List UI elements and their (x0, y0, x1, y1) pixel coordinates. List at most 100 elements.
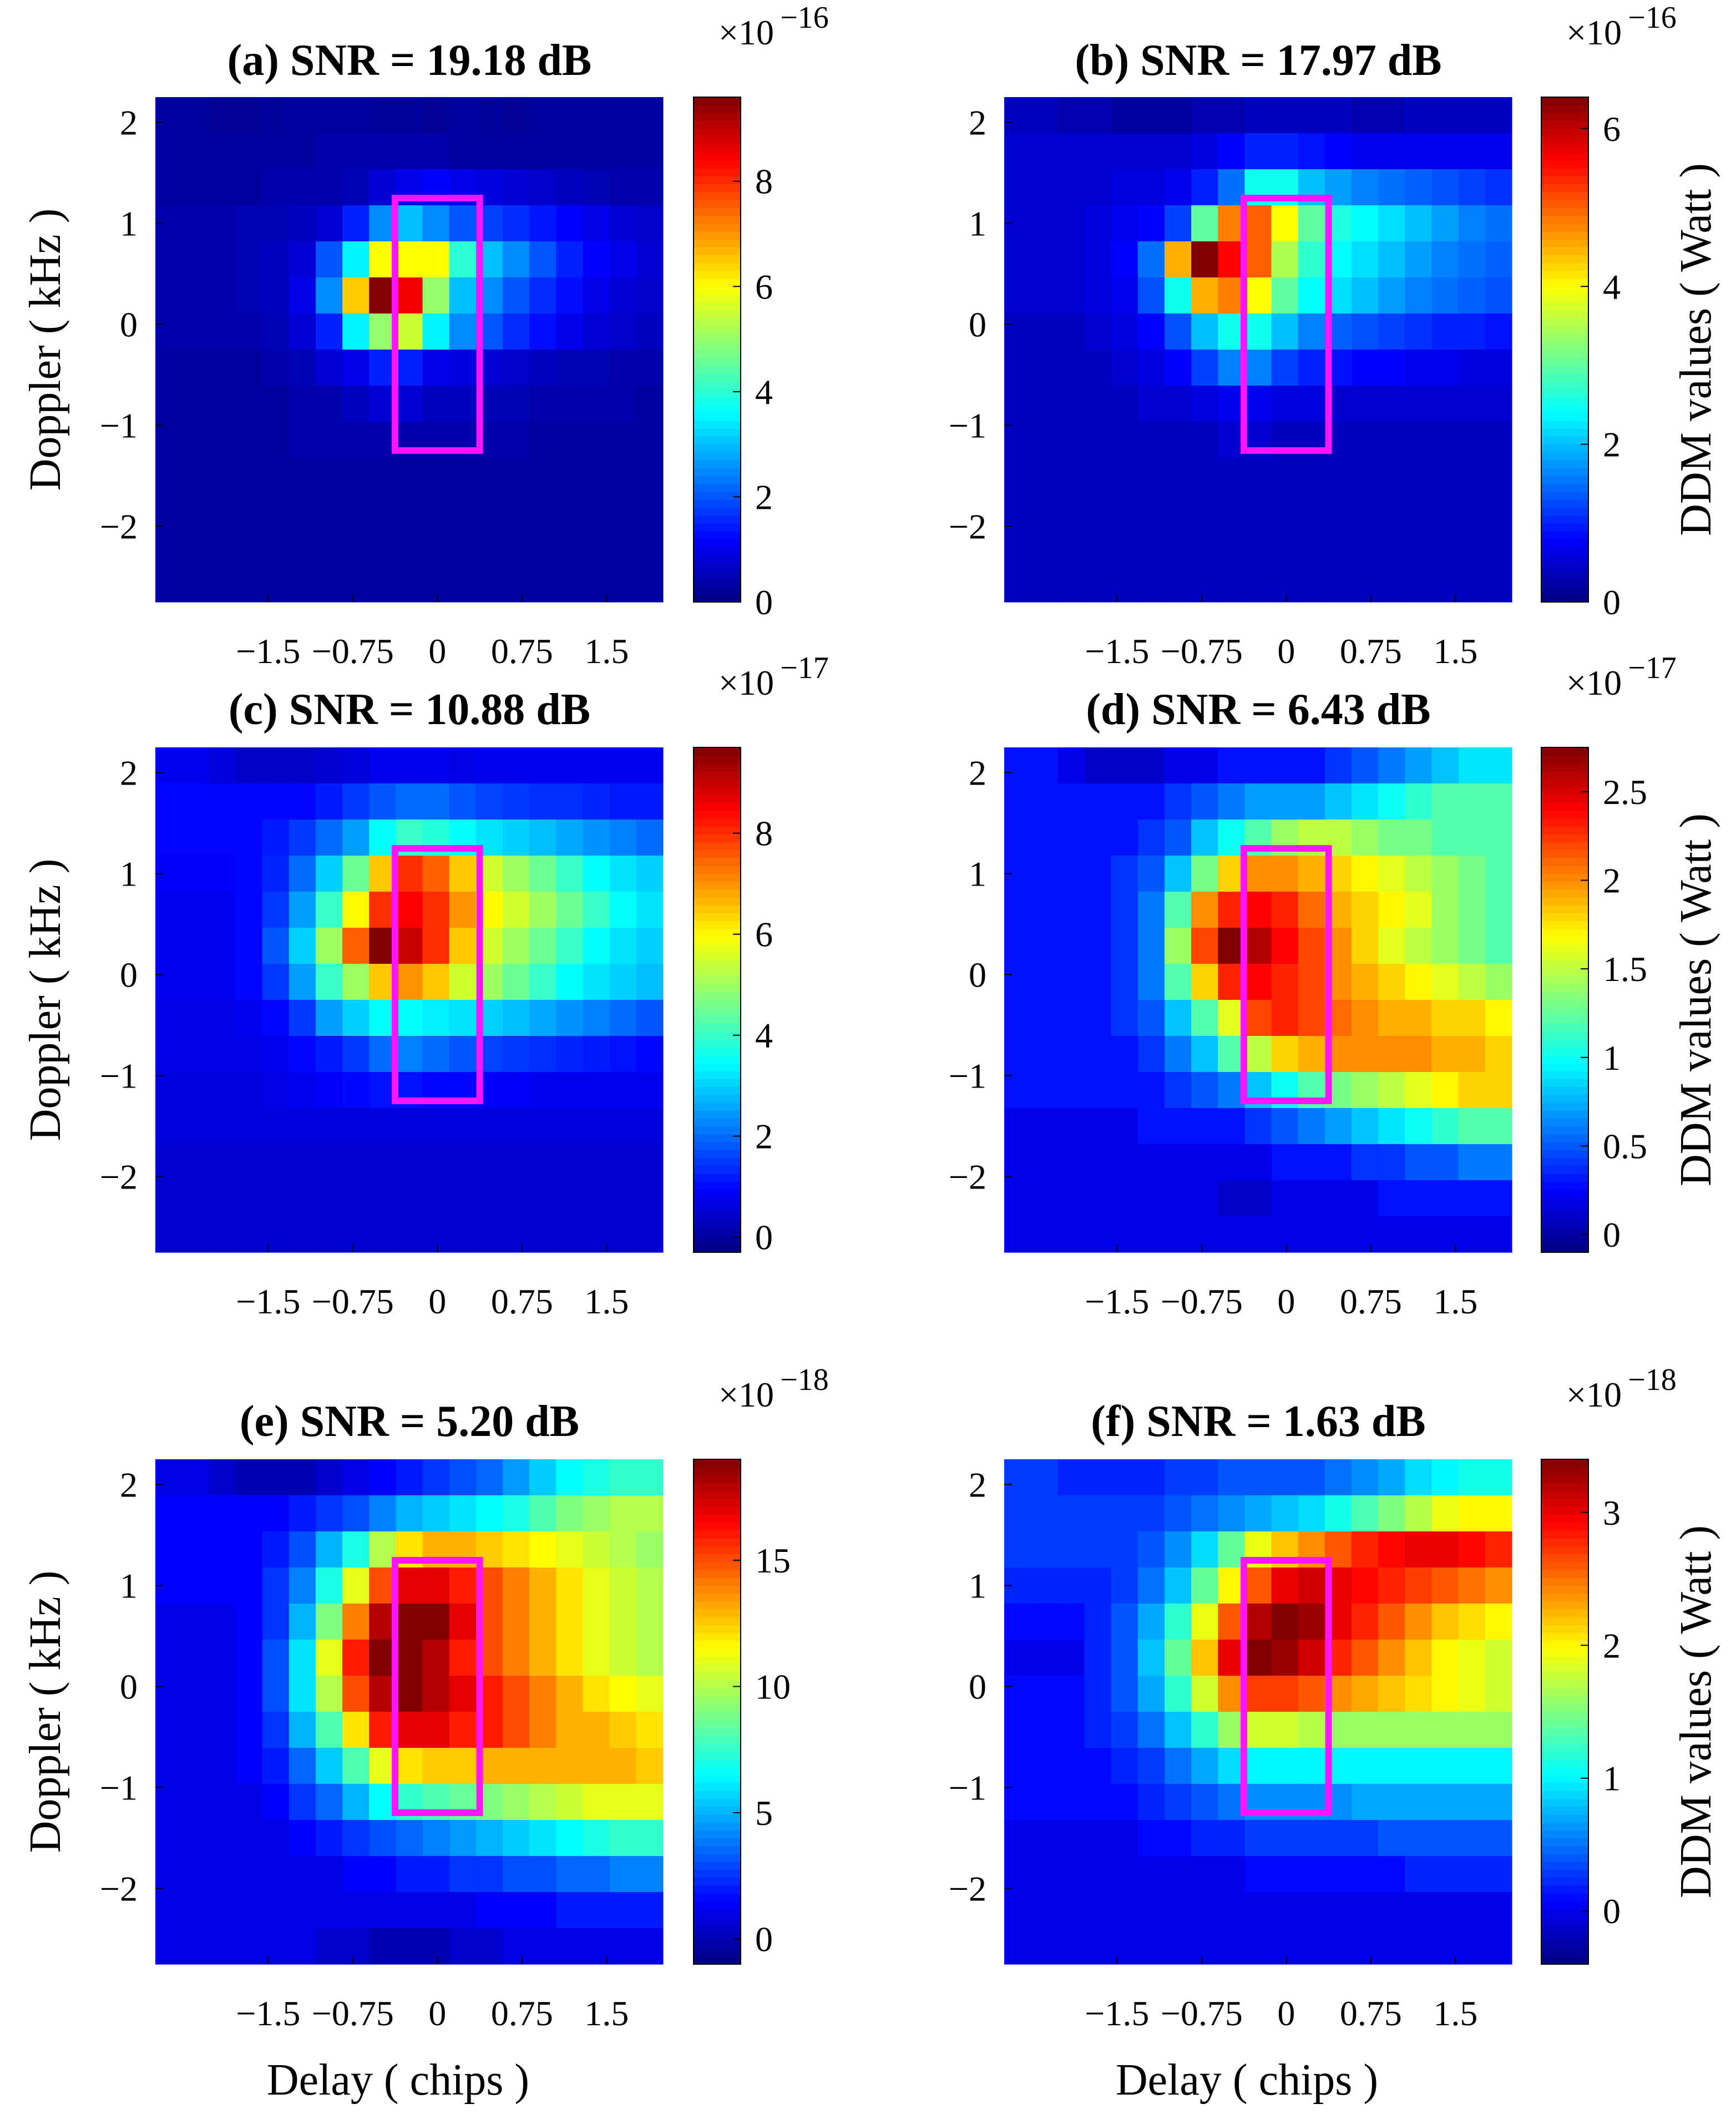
heatmap-cell (1405, 1928, 1433, 1965)
heatmap-cell (503, 1712, 530, 1748)
heatmap-cell (422, 856, 450, 892)
heatmap-cell (1458, 1748, 1486, 1784)
colorbar-segment (694, 929, 741, 937)
heatmap-cell (1057, 1567, 1085, 1604)
heatmap-cell (556, 1676, 584, 1712)
colorbar-segment (694, 286, 741, 295)
heatmap-cell (1218, 205, 1246, 242)
heatmap-cell (1458, 892, 1486, 928)
heatmap-cell (1218, 1928, 1246, 1965)
heatmap-cell (155, 97, 183, 134)
heatmap-cell (1298, 856, 1325, 892)
heatmap-cell (1458, 783, 1486, 820)
heatmap-cell (1137, 277, 1165, 314)
heatmap-cell (1352, 928, 1379, 964)
y-tick-label: 2 (120, 103, 138, 143)
heatmap-cell (1298, 892, 1325, 928)
heatmap-cell (449, 1820, 477, 1857)
heatmap-cell (583, 494, 610, 530)
heatmap-cell (1004, 1144, 1031, 1181)
heatmap-cell (503, 1640, 530, 1676)
colorbar-segment (694, 1173, 741, 1182)
colorbar-segment (694, 873, 741, 882)
heatmap-cell (1298, 1108, 1325, 1145)
colorbar-segment (694, 239, 741, 247)
heatmap-cell (209, 1459, 236, 1496)
colorbar-segment (694, 1490, 741, 1499)
heatmap-cell (289, 1856, 316, 1893)
heatmap-cell (396, 783, 423, 820)
colorbar-segment (694, 144, 741, 153)
colorbar-segment (694, 795, 741, 803)
heatmap-cell (369, 1928, 397, 1965)
heatmap-cell (529, 1856, 556, 1893)
heatmap-cell (636, 1072, 664, 1109)
heatmap-cell (315, 277, 343, 314)
heatmap-cell (1191, 169, 1218, 206)
heatmap-cell (1031, 1640, 1058, 1676)
heatmap-cell (1004, 1892, 1031, 1929)
heatmap-cell (1352, 1820, 1379, 1857)
heatmap-cell (262, 241, 290, 278)
heatmap-cell (1218, 313, 1246, 350)
colorbar-segment (1541, 176, 1588, 185)
heatmap-cell (1111, 1856, 1138, 1893)
heatmap-cell (1378, 422, 1405, 458)
heatmap-cell (1244, 97, 1272, 134)
heatmap-cell (342, 494, 370, 530)
heatmap-cell (1324, 1892, 1352, 1929)
colorbar-segment (694, 968, 741, 977)
heatmap-cell (1324, 1108, 1352, 1145)
heatmap-cell (1004, 1180, 1031, 1217)
colorbar-segment (1541, 215, 1588, 224)
heatmap-cell (422, 97, 450, 134)
heatmap-cell (1084, 1036, 1112, 1073)
colorbar-segment (694, 1625, 741, 1633)
heatmap-cell (1111, 205, 1138, 242)
colorbar-segment (694, 326, 741, 335)
heatmap-cell (1298, 747, 1325, 784)
heatmap-cell (1218, 892, 1246, 928)
heatmap-cell (182, 458, 209, 494)
heatmap-cell (1271, 747, 1299, 784)
heatmap-cell (1298, 1748, 1325, 1784)
heatmap-cell (1191, 1676, 1218, 1712)
heatmap-cell (1031, 1495, 1058, 1532)
colorbar-segment (1541, 1141, 1588, 1150)
heatmap-cell (583, 205, 610, 242)
heatmap-cell (1164, 1640, 1192, 1676)
heatmap-cell (396, 494, 423, 530)
colorbar-segment (1541, 1221, 1588, 1229)
heatmap-cell (503, 1676, 530, 1712)
colorbar-segment (1541, 554, 1588, 563)
heatmap-cell (1084, 747, 1112, 784)
heatmap-cell (1004, 783, 1031, 820)
heatmap-cell (369, 1820, 397, 1857)
heatmap-cell (556, 1640, 584, 1676)
heatmap-cell (1084, 1820, 1112, 1857)
heatmap-cell (1244, 277, 1272, 314)
heatmap-cell (155, 747, 183, 784)
colorbar-segment (1541, 1814, 1588, 1823)
heatmap-cell (262, 783, 290, 820)
heatmap-cell (609, 1856, 637, 1893)
heatmap-cell (235, 1072, 263, 1109)
heatmap-cell (396, 313, 423, 350)
heatmap-cell (1485, 422, 1512, 458)
heatmap-cell (315, 1604, 343, 1640)
colorbar-segment (1541, 1055, 1588, 1064)
colorbar-segment (694, 1877, 741, 1886)
heatmap-cell (182, 277, 209, 314)
heatmap-cell (503, 783, 530, 820)
heatmap-cell (1164, 458, 1192, 494)
colorbar-segment (694, 1467, 741, 1476)
heatmap-cell (1271, 1928, 1299, 1965)
heatmap-cell (583, 1144, 610, 1181)
heatmap-cell (636, 1820, 664, 1857)
heatmap-cell (449, 97, 477, 134)
heatmap-cell (529, 964, 556, 1000)
heatmap-cell (636, 133, 664, 170)
heatmap-cell (449, 133, 477, 170)
colorbar-segment (694, 778, 741, 787)
heatmap-cell (529, 1495, 556, 1532)
